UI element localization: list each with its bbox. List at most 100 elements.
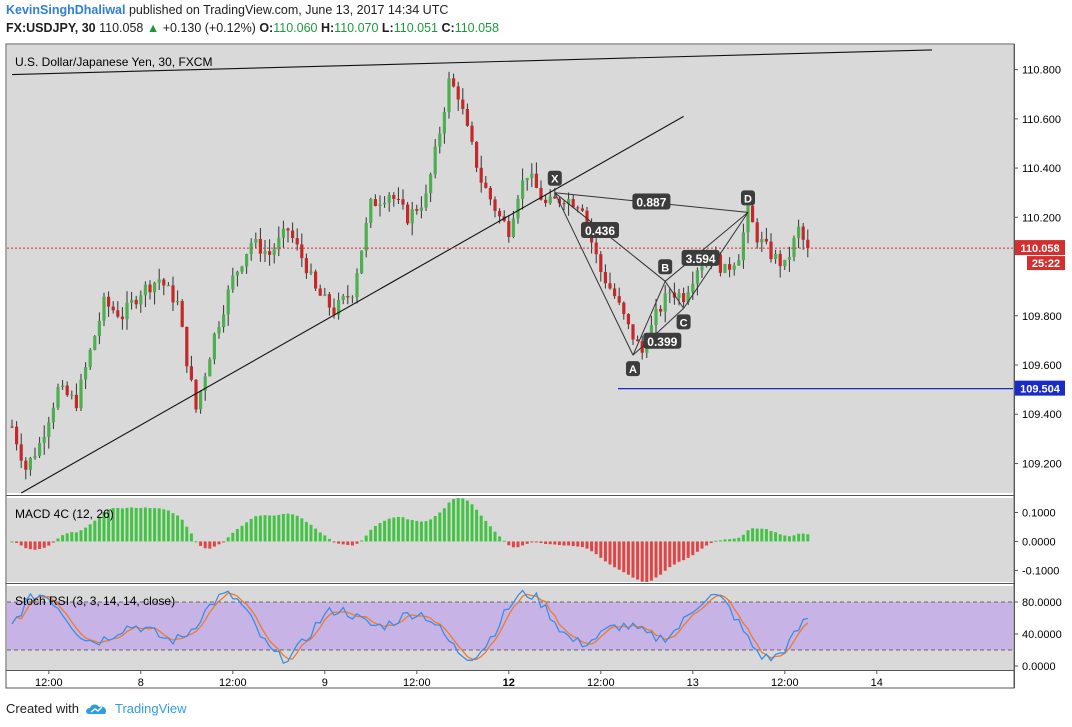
candle-body bbox=[309, 271, 313, 274]
macd-bar bbox=[153, 508, 157, 542]
macd-bar bbox=[245, 522, 249, 542]
candle-body bbox=[364, 222, 368, 251]
macd-bar bbox=[263, 515, 267, 542]
macd-bar bbox=[286, 513, 290, 542]
macd-tick-label: -0.1000 bbox=[1022, 565, 1059, 577]
macd-bar bbox=[663, 541, 667, 571]
macd-bar bbox=[125, 507, 129, 542]
candle-body bbox=[337, 299, 341, 315]
macd-bar bbox=[65, 533, 69, 542]
candle-body bbox=[557, 198, 561, 204]
candle-body bbox=[419, 207, 423, 211]
candle-body bbox=[304, 258, 308, 274]
macd-bar bbox=[488, 526, 492, 542]
macd-bar bbox=[493, 531, 497, 542]
author-link[interactable]: KevinSinghDhaliwal bbox=[6, 3, 126, 17]
macd-bar bbox=[580, 541, 584, 548]
macd-bar bbox=[309, 524, 313, 542]
candle-body bbox=[28, 457, 32, 470]
macd-bar bbox=[530, 541, 534, 543]
candle-body bbox=[741, 232, 745, 261]
macd-bar bbox=[332, 541, 336, 543]
macd-bar bbox=[806, 534, 810, 542]
candle-body bbox=[723, 264, 727, 273]
candle-body bbox=[235, 271, 239, 276]
candle-body bbox=[415, 209, 419, 211]
time-tick-label: 13 bbox=[687, 677, 699, 689]
macd-bar bbox=[705, 541, 709, 546]
macd-bar bbox=[47, 541, 51, 546]
candle-body bbox=[617, 296, 621, 303]
macd-bar bbox=[787, 536, 791, 542]
price-tick-label: 109.400 bbox=[1022, 409, 1062, 421]
candle-body bbox=[686, 292, 690, 303]
harmonic-ratio-line bbox=[632, 308, 684, 356]
macd-bar bbox=[162, 509, 166, 542]
candle-body bbox=[571, 198, 575, 208]
candle-body bbox=[410, 209, 414, 224]
candle-body bbox=[217, 327, 221, 334]
macd-bar bbox=[769, 531, 773, 542]
macd-bar bbox=[557, 541, 561, 546]
macd-bar bbox=[341, 541, 345, 545]
harmonic-point-label: A bbox=[629, 364, 637, 376]
tradingview-link[interactable]: TradingView bbox=[114, 701, 187, 716]
harmonic-ratio-badge bbox=[681, 249, 720, 266]
candle-body bbox=[162, 279, 166, 286]
macd-bar bbox=[470, 504, 474, 542]
candle-body bbox=[189, 366, 193, 380]
candle-body bbox=[42, 436, 46, 443]
candle-body bbox=[732, 265, 736, 270]
macd-bar bbox=[714, 540, 718, 542]
macd-bar bbox=[33, 541, 37, 550]
macd-bar bbox=[631, 541, 635, 578]
macd-bar bbox=[406, 519, 410, 542]
macd-bar bbox=[222, 541, 226, 543]
candle-body bbox=[521, 180, 525, 199]
candle-body bbox=[157, 279, 161, 283]
candle-body bbox=[93, 336, 97, 350]
candle-body bbox=[139, 295, 143, 305]
high-value: 110.070 bbox=[334, 21, 379, 35]
candle-body bbox=[176, 301, 180, 303]
candle-body bbox=[65, 385, 69, 396]
macd-bar bbox=[295, 515, 299, 542]
candle-body bbox=[323, 294, 327, 296]
macd-bar bbox=[553, 541, 557, 545]
macd-bar bbox=[383, 520, 387, 542]
candle-body bbox=[580, 208, 584, 211]
candle-body bbox=[286, 228, 290, 231]
macd-tick-label: 0.0000 bbox=[1022, 536, 1056, 548]
macd-bar bbox=[139, 507, 143, 542]
candle-body bbox=[737, 260, 741, 266]
candle-body bbox=[185, 326, 189, 367]
macd-bar bbox=[452, 499, 456, 542]
macd-bar bbox=[479, 515, 483, 542]
macd-bar bbox=[764, 529, 768, 542]
trendline bbox=[11, 49, 933, 76]
macd-bar bbox=[613, 541, 617, 568]
macd-bar bbox=[84, 527, 88, 542]
macd-bar bbox=[281, 513, 285, 542]
macd-bar bbox=[617, 541, 621, 570]
time-tick-label: 12 bbox=[503, 677, 515, 689]
candle-body bbox=[645, 347, 649, 353]
macd-bar bbox=[709, 541, 713, 544]
candle-body bbox=[576, 207, 580, 209]
macd-bar bbox=[194, 541, 198, 543]
macd-bar bbox=[622, 541, 626, 573]
candle-body bbox=[530, 173, 534, 178]
created-with-text: Created with bbox=[6, 701, 79, 716]
macd-bar bbox=[185, 526, 189, 542]
price-tag-label: 110.058 bbox=[1020, 243, 1059, 255]
macd-bar bbox=[498, 536, 502, 542]
price-tick-label: 110.200 bbox=[1022, 212, 1061, 224]
macd-bar bbox=[456, 498, 460, 542]
macd-bar bbox=[433, 515, 437, 542]
price-change: +0.130 (+0.12%) bbox=[162, 21, 256, 35]
macd-bar bbox=[277, 514, 281, 542]
candle-body bbox=[258, 239, 262, 254]
candle-body bbox=[461, 99, 465, 109]
macd-bar bbox=[424, 521, 428, 542]
